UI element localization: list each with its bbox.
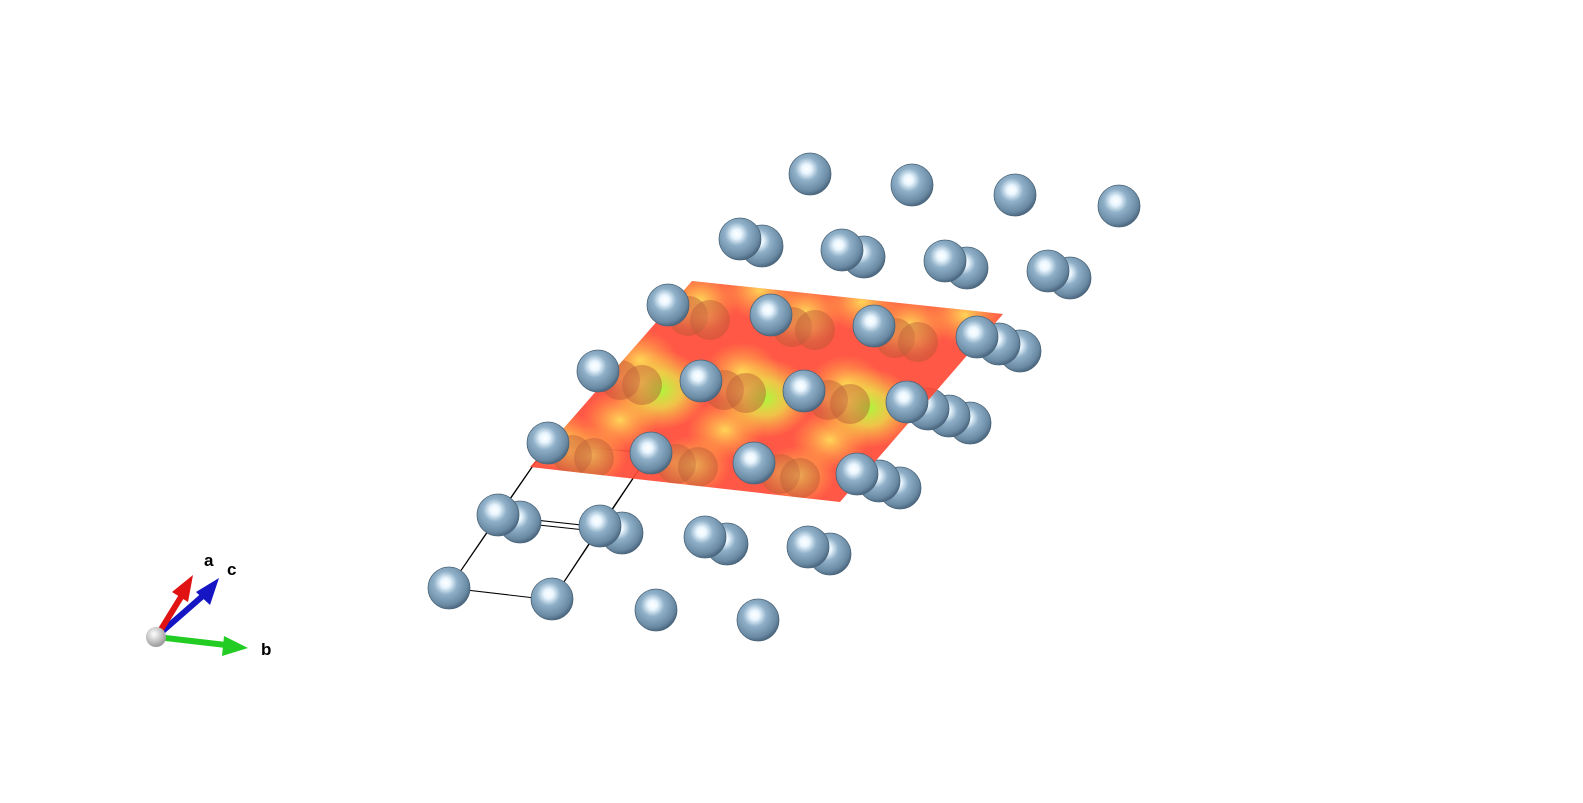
embedded-atom bbox=[574, 438, 614, 478]
axis-a-arrowhead bbox=[172, 575, 193, 602]
atom[interactable] bbox=[1097, 184, 1141, 228]
atom[interactable] bbox=[683, 515, 727, 559]
atom[interactable] bbox=[820, 228, 864, 272]
axes-triad-icon: a c b bbox=[146, 551, 271, 659]
axis-origin bbox=[146, 627, 166, 647]
axis-c-arrowhead bbox=[196, 578, 219, 605]
atoms-back-layer bbox=[718, 152, 1141, 510]
embedded-atom bbox=[780, 458, 820, 498]
atom[interactable] bbox=[679, 359, 723, 403]
embedded-atom bbox=[622, 365, 662, 405]
atom[interactable] bbox=[885, 380, 929, 424]
atom[interactable] bbox=[476, 493, 520, 537]
atom[interactable] bbox=[576, 349, 620, 393]
embedded-atom bbox=[678, 447, 718, 487]
atom[interactable] bbox=[923, 239, 967, 283]
atom[interactable] bbox=[629, 431, 673, 475]
atom[interactable] bbox=[955, 315, 999, 359]
atom[interactable] bbox=[852, 304, 896, 348]
atoms-front-layer bbox=[427, 283, 999, 642]
atom[interactable] bbox=[736, 598, 780, 642]
atom[interactable] bbox=[530, 577, 574, 621]
axis-b-label: b bbox=[261, 640, 271, 659]
axis-b-arrow bbox=[154, 634, 229, 648]
atom[interactable] bbox=[646, 283, 690, 327]
atom[interactable] bbox=[786, 525, 830, 569]
embedded-atom bbox=[830, 384, 870, 424]
atom[interactable] bbox=[1026, 249, 1070, 293]
embedded-atom bbox=[690, 300, 730, 340]
atom[interactable] bbox=[634, 588, 678, 632]
axis-c-label: c bbox=[227, 560, 236, 579]
embedded-atom bbox=[726, 373, 766, 413]
embedded-atom bbox=[795, 310, 835, 350]
axis-b-arrowhead bbox=[222, 636, 248, 656]
atom[interactable] bbox=[782, 369, 826, 413]
atom[interactable] bbox=[788, 152, 832, 196]
atom[interactable] bbox=[732, 441, 776, 485]
axis-c-arrow bbox=[154, 591, 208, 639]
atom[interactable] bbox=[526, 421, 570, 465]
atom[interactable] bbox=[993, 173, 1037, 217]
embedded-atom bbox=[898, 322, 938, 362]
slice-density-spots bbox=[530, 281, 1003, 502]
atom[interactable] bbox=[890, 163, 934, 207]
atom[interactable] bbox=[749, 293, 793, 337]
atom[interactable] bbox=[427, 566, 471, 610]
atom[interactable] bbox=[578, 504, 622, 548]
atom[interactable] bbox=[718, 217, 762, 261]
atom[interactable] bbox=[835, 452, 879, 496]
axis-a-label: a bbox=[204, 551, 214, 570]
